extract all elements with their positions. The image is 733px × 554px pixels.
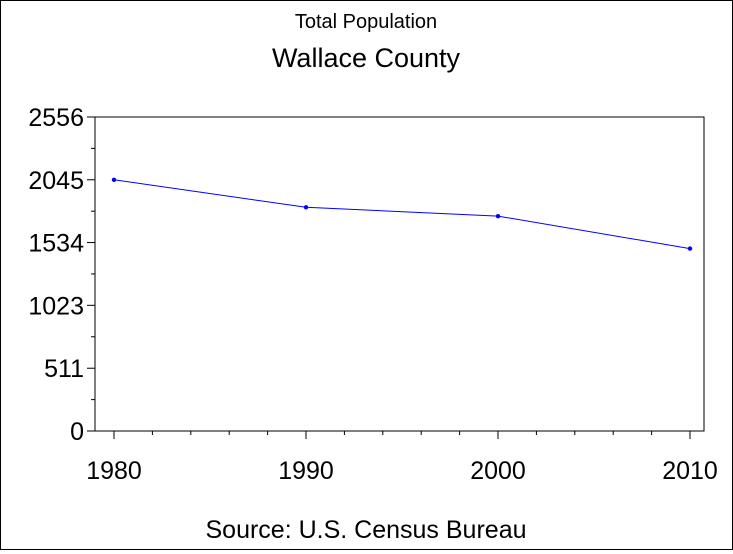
x-tick-label: 1980 [86,457,142,485]
chart-title: Total Population [295,11,437,33]
data-point [303,205,309,210]
y-tick-label: 2556 [28,104,84,132]
y-tick-label: 0 [70,418,84,446]
y-axis: 0 511 1023 1534 2045 2556 [28,104,95,446]
data-point [495,213,501,219]
chart-subtitle: Wallace County [272,43,461,73]
y-tick-label: 2045 [28,167,84,195]
x-tick-label: 2000 [470,457,526,485]
y-tick-label: 1534 [28,230,84,258]
data-point [687,246,693,251]
plot-area [94,116,705,432]
y-tick-label: 1023 [28,292,84,320]
x-tick-label: 2010 [662,457,718,485]
y-tick-label: 511 [44,355,84,383]
x-tick-label: 1990 [278,457,334,485]
x-axis: 1980 1990 2000 2010 [86,431,718,485]
series-line [113,179,691,250]
data-point [111,177,117,182]
series-layer [111,177,693,251]
chart-footnote: Source: U.S. Census Bureau [206,516,527,544]
